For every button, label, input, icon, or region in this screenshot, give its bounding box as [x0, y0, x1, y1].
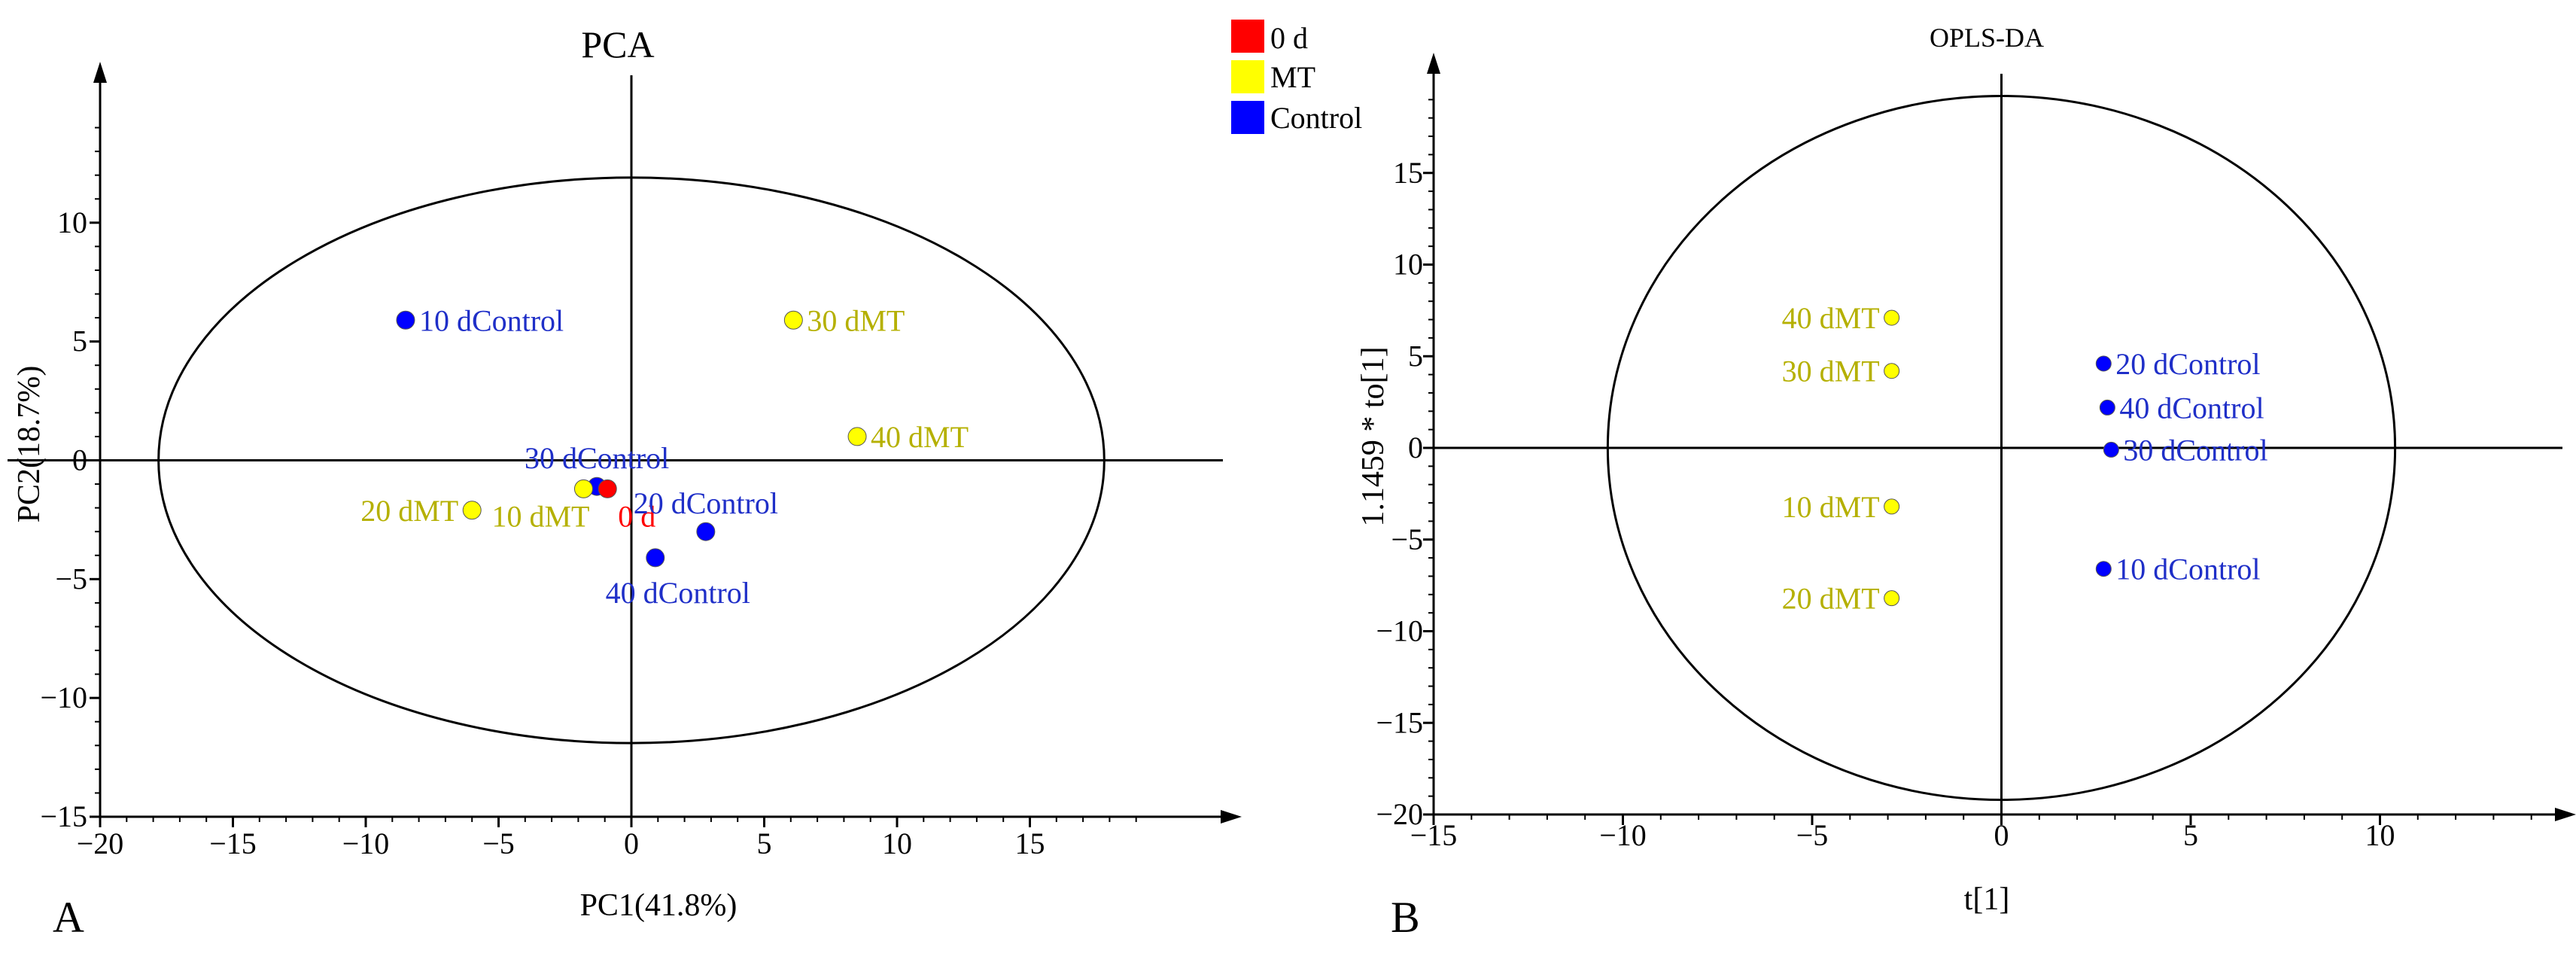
pca-x-tick-label: −15 [209, 827, 257, 860]
opls-da-y-tick-label: 10 [1393, 248, 1423, 282]
pca-point-20-dmt [462, 501, 482, 520]
pca-point-40-dmt [847, 427, 867, 446]
pca-x-axis-arrow [1221, 810, 1242, 824]
pca-point-label-20-dmt: 20 dMT [360, 494, 458, 528]
panel-letter-b: B [1391, 893, 1420, 942]
opls-da-y-tick-label: 0 [1408, 431, 1423, 464]
pca-y-tick-label: 10 [57, 206, 87, 239]
opls-da-point-10-dcontrol [2095, 561, 2112, 577]
opls-da-point-20-dcontrol [2095, 355, 2112, 372]
opls-da-y-axis-title: 1.1459 * to[1] [1356, 346, 1391, 526]
pca-x-axis-title: PC1(41.8%) [580, 888, 738, 923]
opls-da-point-label-10-dcontrol: 10 dControl [2115, 553, 2260, 586]
opls-da-title: OPLS-DA [1930, 23, 2044, 53]
pca-point-label-40-dcontrol: 40 dControl [606, 576, 750, 610]
opls-da-y-tick-label: 15 [1393, 156, 1423, 190]
pca-point-10-dcontrol [396, 310, 415, 330]
opls-da-point-label-30-dmt: 30 dMT [1782, 355, 1880, 388]
opls-da-panel: OPLS-DA t[1] 1.1459 * to[1] B −15 −10 −5 0 5… [1356, 23, 2576, 942]
opls-da-y-tick-label: −5 [1391, 522, 1423, 556]
pca-point-30-dmt [783, 310, 803, 330]
pca-y-axis-arrow [93, 62, 107, 83]
opls-da-point-40-dcontrol [2099, 399, 2115, 416]
pca-point-label-0-d: 0 d [618, 499, 655, 533]
opls-da-point-label-20-dcontrol: 20 dControl [2115, 347, 2260, 381]
opls-da-x-tick-label: 10 [2365, 818, 2395, 852]
legend-label-0-d: 0 d [1270, 21, 1308, 55]
opls-da-point-30-dcontrol [2103, 441, 2119, 458]
opls-da-point-40-dmt [1884, 309, 1900, 326]
opls-da-y-tick-label: 5 [1408, 339, 1423, 373]
opls-da-x-axis-arrow [2555, 808, 2576, 821]
legend: 0 d MT Control [1231, 20, 1362, 135]
pca-point-label-10-dcontrol: 10 dControl [419, 303, 564, 337]
pca-point-label-10-dmt: 10 dMT [491, 499, 589, 533]
legend-label-mt: MT [1270, 60, 1315, 94]
pca-y-tick-label: 0 [72, 443, 87, 477]
opls-da-point-label-40-dmt: 40 dMT [1782, 301, 1880, 335]
pca-x-tick-label: 5 [757, 827, 772, 860]
pca-point-10-dmt [573, 479, 593, 498]
opls-da-point-label-40-dcontrol: 40 dControl [2119, 391, 2264, 425]
opls-da-x-tick-label: 5 [2183, 818, 2198, 852]
pca-point-label-20-dcontrol: 20 dControl [634, 486, 778, 520]
pca-x-tick-label: 10 [882, 827, 912, 860]
pca-y-axis-title: PC2(18.7%) [12, 366, 47, 523]
pca-y-tick-label: 5 [72, 324, 87, 358]
pca-point-0-d [598, 479, 617, 498]
opls-da-point-30-dmt [1884, 363, 1900, 379]
pca-y-tick-label: −15 [40, 799, 87, 833]
pca-point-label-30-dcontrol: 30 dControl [525, 441, 669, 475]
pca-panel: PCA PC1(41.8%) PC2(18.7%) A −20 −15 −10 −5 0… [8, 23, 1242, 942]
opls-da-y-tick-label: −20 [1376, 797, 1423, 831]
opls-da-point-label-30-dcontrol: 30 dControl [2123, 433, 2267, 467]
pca-x-tick-label: −10 [342, 827, 390, 860]
pca-point-40-dcontrol [646, 548, 665, 568]
opls-da-y-tick-label: −10 [1376, 614, 1423, 648]
legend-swatch-control [1231, 101, 1264, 134]
opls-da-point-10-dmt [1884, 498, 1900, 515]
pca-y-tick-label: −5 [55, 562, 87, 595]
pca-x-tick-label: −5 [482, 827, 515, 860]
opls-da-y-axis-arrow [1427, 53, 1440, 74]
pca-point-label-30-dmt: 30 dMT [807, 303, 905, 337]
opls-da-x-tick-label: −5 [1796, 818, 1829, 852]
panel-letter-a: A [53, 893, 84, 942]
pca-title: PCA [581, 23, 654, 65]
pca-point-20-dcontrol [696, 522, 716, 541]
opls-da-x-axis-title: t[1] [1964, 882, 2010, 917]
legend-swatch-0-d [1231, 20, 1264, 53]
opls-da-point-label-10-dmt: 10 dMT [1782, 490, 1880, 524]
opls-da-x-tick-label: −10 [1599, 818, 1647, 852]
opls-da-y-tick-label: −15 [1376, 705, 1423, 739]
pca-x-tick-label: −20 [77, 827, 124, 860]
opls-da-point-label-20-dmt: 20 dMT [1782, 582, 1880, 616]
pca-y-tick-label: −10 [40, 680, 87, 714]
opls-da-x-tick-label: 0 [1994, 818, 2009, 852]
pca-x-tick-label: 15 [1015, 827, 1045, 860]
opls-da-point-20-dmt [1884, 590, 1900, 607]
legend-label-control: Control [1270, 101, 1362, 135]
legend-swatch-mt [1231, 60, 1264, 93]
pca-point-label-40-dmt: 40 dMT [871, 420, 969, 454]
pca-x-tick-label: 0 [624, 827, 639, 860]
opls-da-x-tick-label: −15 [1410, 818, 1458, 852]
